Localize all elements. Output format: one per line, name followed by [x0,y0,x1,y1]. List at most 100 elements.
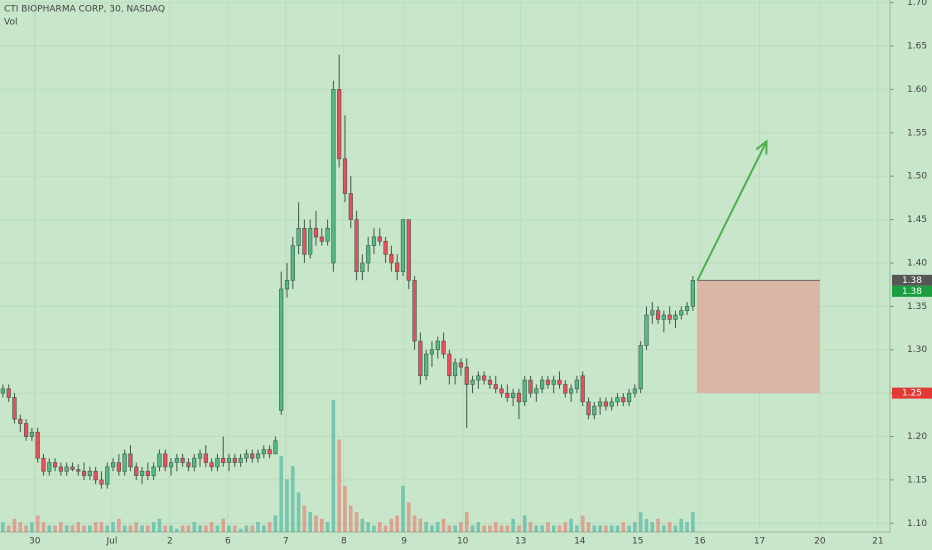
candle-body [23,423,29,437]
candle-body [609,401,614,407]
candle-body [151,466,156,476]
candle-body [487,379,493,385]
candle-body [313,227,319,238]
x-tick-label: 6 [225,537,231,547]
candle-body [47,462,52,472]
volume-bar [88,525,92,532]
volume-bar [99,522,104,532]
volume-bar [389,518,394,532]
candle-body [168,462,174,468]
candle-body [655,310,661,320]
price-tag [892,285,932,297]
candle-body [429,349,435,355]
volume-bar [586,522,591,532]
y-tick-label: 1.60 [907,85,927,95]
candle-body [29,431,34,437]
volume-bar [41,522,46,532]
x-tick-label: 17 [754,537,765,547]
volume-bar [638,512,643,532]
volume-bar [279,456,284,532]
volume-bar [522,515,527,532]
volume-bar [505,525,510,532]
candle-body [0,388,5,394]
y-tick-label: 1.65 [907,41,927,51]
candle-body [93,470,98,481]
volume-bar [499,525,504,532]
volume-bar [348,505,353,532]
candle-body [493,384,498,390]
volume-bar [6,525,11,532]
volume-bar [354,512,359,532]
arrow-line [696,141,768,281]
volume-bar [372,525,376,532]
volume-bar [615,525,620,532]
volume-bar [151,522,156,532]
candle-body [122,453,127,472]
volume-bar [250,525,255,532]
volume-bar [598,525,602,532]
chart-title: CTI BIOPHARMA CORP, 30, NASDAQ [4,5,165,15]
candle-body [400,219,406,272]
volume-bar [685,522,689,532]
volume-bar [401,485,405,532]
candle-body [545,379,551,385]
candle-body [221,457,226,463]
candle-body [441,340,446,355]
candle-body [290,245,295,281]
volume-bar [377,522,382,532]
x-tick-label: 13 [515,537,526,547]
volume-bar [331,400,336,532]
volume-bar [662,525,666,532]
volume-bar [76,522,81,532]
volume-bar [59,522,63,532]
candle-body [342,158,348,194]
candle-body [41,457,46,472]
candle-body [476,375,481,381]
candle-body [180,457,185,463]
candle-body [366,245,371,264]
candle-body [267,449,272,455]
candle-body [64,466,69,472]
candle-body [447,353,452,377]
candle-body [12,397,17,420]
volume-bar [18,522,23,532]
candle-body [209,462,214,468]
volume-bar [238,528,243,532]
volume-bar [314,515,318,532]
volume-label: Vol [4,18,17,28]
candle-body [203,453,208,463]
volume-bar [633,522,637,532]
candle-body [435,340,440,351]
volume-bar [667,522,672,532]
candle-body [261,449,266,455]
candle-body [319,236,324,242]
candle-body [296,227,301,246]
candle-body [406,219,411,281]
y-tick-label: 1.55 [907,128,927,138]
volume-bar [296,492,301,532]
volume-bar [580,515,585,532]
volume-bar [435,522,440,532]
x-tick-label: 21 [872,537,883,547]
y-tick-label: 1.15 [907,475,927,485]
x-tick-label: 7 [283,537,289,547]
volume-bar [459,522,463,532]
volume-bar [273,515,278,532]
volume-bar [453,525,457,532]
volume-bar [528,522,533,532]
candle-body [389,253,394,264]
volume-bar [383,525,388,532]
volume-bar [117,518,121,532]
candle-body [511,392,516,398]
volume-bar [424,522,428,532]
candle-body [105,466,110,485]
candle-body [383,240,388,255]
arrow-head [755,139,768,155]
volume-bar [233,525,237,532]
price-tag-label: 1.25 [902,389,922,399]
candle-body [337,89,342,160]
candle-body [134,466,139,476]
candle-body [534,388,539,394]
volume-bar [180,525,185,532]
